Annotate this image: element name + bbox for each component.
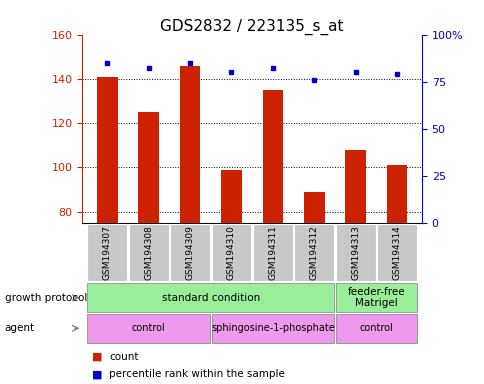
- Bar: [303, 192, 324, 223]
- Bar: [97, 77, 118, 223]
- Text: percentile rank within the sample: percentile rank within the sample: [109, 369, 285, 379]
- FancyBboxPatch shape: [253, 224, 292, 281]
- FancyBboxPatch shape: [170, 224, 210, 281]
- Text: GSM194310: GSM194310: [227, 225, 236, 280]
- Text: GSM194312: GSM194312: [309, 225, 318, 280]
- FancyBboxPatch shape: [294, 224, 333, 281]
- Bar: [180, 66, 200, 223]
- Text: GSM194314: GSM194314: [392, 225, 401, 280]
- FancyBboxPatch shape: [335, 224, 375, 281]
- Text: GSM194311: GSM194311: [268, 225, 277, 280]
- Bar: [345, 150, 365, 223]
- Title: GDS2832 / 223135_s_at: GDS2832 / 223135_s_at: [160, 18, 343, 35]
- Text: feeder-free
Matrigel: feeder-free Matrigel: [347, 287, 405, 308]
- Text: sphingosine-1-phosphate: sphingosine-1-phosphate: [211, 323, 334, 333]
- FancyBboxPatch shape: [335, 283, 416, 312]
- FancyBboxPatch shape: [211, 314, 333, 343]
- FancyBboxPatch shape: [87, 283, 333, 312]
- Text: growth protocol: growth protocol: [5, 293, 87, 303]
- Text: control: control: [359, 323, 393, 333]
- Bar: [221, 170, 242, 223]
- Text: count: count: [109, 352, 138, 362]
- FancyBboxPatch shape: [87, 224, 127, 281]
- Text: control: control: [132, 323, 165, 333]
- Bar: [386, 165, 407, 223]
- Text: standard condition: standard condition: [161, 293, 259, 303]
- Text: ■: ■: [92, 352, 103, 362]
- FancyBboxPatch shape: [129, 224, 168, 281]
- Text: GSM194307: GSM194307: [103, 225, 111, 280]
- Bar: [138, 112, 159, 223]
- FancyBboxPatch shape: [211, 224, 251, 281]
- FancyBboxPatch shape: [87, 314, 210, 343]
- Text: GSM194309: GSM194309: [185, 225, 194, 280]
- Text: GSM194313: GSM194313: [350, 225, 360, 280]
- FancyBboxPatch shape: [335, 314, 416, 343]
- FancyBboxPatch shape: [377, 224, 416, 281]
- Text: GSM194308: GSM194308: [144, 225, 153, 280]
- Text: agent: agent: [5, 323, 35, 333]
- Text: ■: ■: [92, 369, 103, 379]
- Bar: [262, 90, 283, 223]
